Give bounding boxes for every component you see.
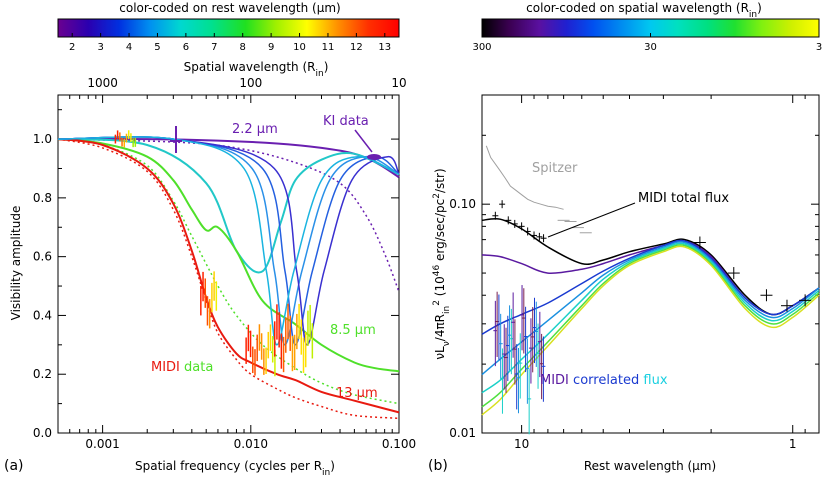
series-line-a: [57, 138, 400, 274]
series-line-a: [57, 138, 400, 420]
panel-label-a: (a): [4, 458, 24, 474]
colorbar-b-ticks: 300 30 3: [472, 33, 822, 53]
colorbar-a-ticks: 2 3 4 5 6 7 8 9 10 11 12 13: [69, 33, 391, 53]
ki-points: [367, 154, 381, 160]
y-tick-label-a: 0.2: [33, 367, 52, 381]
panel-label-b: (b): [428, 458, 448, 474]
midi-data-bars: [114, 130, 314, 377]
plot-area-a: [57, 94, 400, 434]
colorbar-a-tick-label: 5: [154, 42, 160, 53]
label-2um: 2.2 μm: [232, 122, 278, 137]
colorbar-a-tick-label: 10: [293, 42, 306, 53]
colorbar-a-tick-label: 7: [211, 42, 217, 53]
colorbar-a: [57, 18, 400, 38]
label-spitzer: Spitzer: [532, 161, 578, 176]
series-line-a: [57, 138, 400, 373]
y-tick-label-b: 0.01: [449, 426, 476, 440]
series-line-a-fan: [57, 136, 400, 346]
y-tick-label-b: 0.10: [449, 197, 476, 211]
label-8um: 8.5 μm: [330, 323, 376, 338]
colorbar-b-title: color-coded on spatial wavelength (Rin): [526, 1, 762, 20]
series-line-a-fan: [57, 136, 400, 346]
y-tick-label-a: 0.0: [33, 426, 52, 440]
top-axis-label: Spatial wavelength (Rin): [184, 60, 329, 79]
series-line-a: [57, 138, 400, 405]
midi-total-pointer: [547, 202, 636, 238]
colorbar-b-tick-label: 3: [816, 42, 822, 53]
colorbar-b-tick-label: 30: [644, 42, 657, 53]
axes-a: 0.0 0.2 0.4 0.6 0.8 1.0 0.001 0.010 0.100 1000 100…: [33, 76, 416, 451]
colorbar-a-tick-label: 13: [378, 42, 391, 53]
top-tick-label-a: 1000: [87, 76, 118, 90]
x-label-b: Rest wavelength (μm): [584, 459, 716, 473]
x-tick-label-a: 0.010: [234, 437, 268, 451]
label-midi-correlated: MIDI correlated flux: [540, 373, 668, 388]
ki-arrow: [354, 129, 373, 153]
colorbar-a-tick-label: 9: [268, 42, 274, 53]
series-line-b: [481, 217, 820, 316]
x-tick-label-a: 0.001: [85, 437, 119, 451]
colorbar-b-tick-label: 300: [472, 42, 491, 53]
series-line-a-fan: [57, 136, 400, 346]
y-label-a: Visibility amplitude: [9, 206, 23, 321]
colorbar-a-tick-label: 4: [126, 42, 132, 53]
series-line-b: [481, 245, 820, 416]
colorbar-a-tick-label: 3: [97, 42, 103, 53]
colorbar-a-title: color-coded on rest wavelength (μm): [119, 1, 340, 15]
data-points-b: [492, 200, 812, 435]
axes-b: 0.10 0.01 10 1: [449, 94, 819, 451]
colorbar-a-tick-label: 11: [322, 42, 335, 53]
spitzer-spectrum: [485, 145, 564, 210]
series-line-a: [57, 138, 400, 414]
top-tick-label-a: 10: [391, 76, 406, 90]
x-label-a: Spatial frequency (cycles per Rin): [135, 459, 335, 478]
y-tick-label-a: 0.8: [33, 191, 52, 205]
label-midi-total: MIDI total flux: [638, 191, 729, 206]
top-tick-label-a: 100: [239, 76, 262, 90]
plot-area-b: [481, 94, 820, 434]
series-line-b: [481, 244, 820, 408]
x-tick-label-b: 1: [789, 437, 797, 451]
y-tick-label-a: 0.4: [33, 308, 52, 322]
label-ki-data: KI data: [323, 114, 369, 129]
panel-b: color-coded on spatial wavelength (Rin) …: [428, 1, 822, 474]
series-line-b: [481, 242, 820, 394]
series-line-a-fan: [57, 136, 400, 346]
colorbar-a-tick-label: 6: [183, 42, 189, 53]
label-midi-data: MIDI data: [151, 360, 213, 375]
y-tick-label-a: 0.6: [33, 250, 52, 264]
panel-a: color-coded on rest wavelength (μm) 2 3 4 5…: [4, 1, 416, 478]
y-label-b: νLν/4πRin2 (1046 erg/sec/pc2/str): [432, 168, 452, 359]
y-tick-label-a: 1.0: [33, 132, 52, 146]
colorbar-a-tick-label: 8: [240, 42, 246, 53]
series-a: [57, 136, 400, 420]
label-13um: 13 μm: [336, 386, 378, 401]
colorbar-a-tick-label: 12: [350, 42, 363, 53]
x-tick-label-a: 0.100: [382, 437, 416, 451]
colorbar-a-tick-label: 2: [69, 42, 75, 53]
x-tick-label-b: 10: [514, 437, 529, 451]
